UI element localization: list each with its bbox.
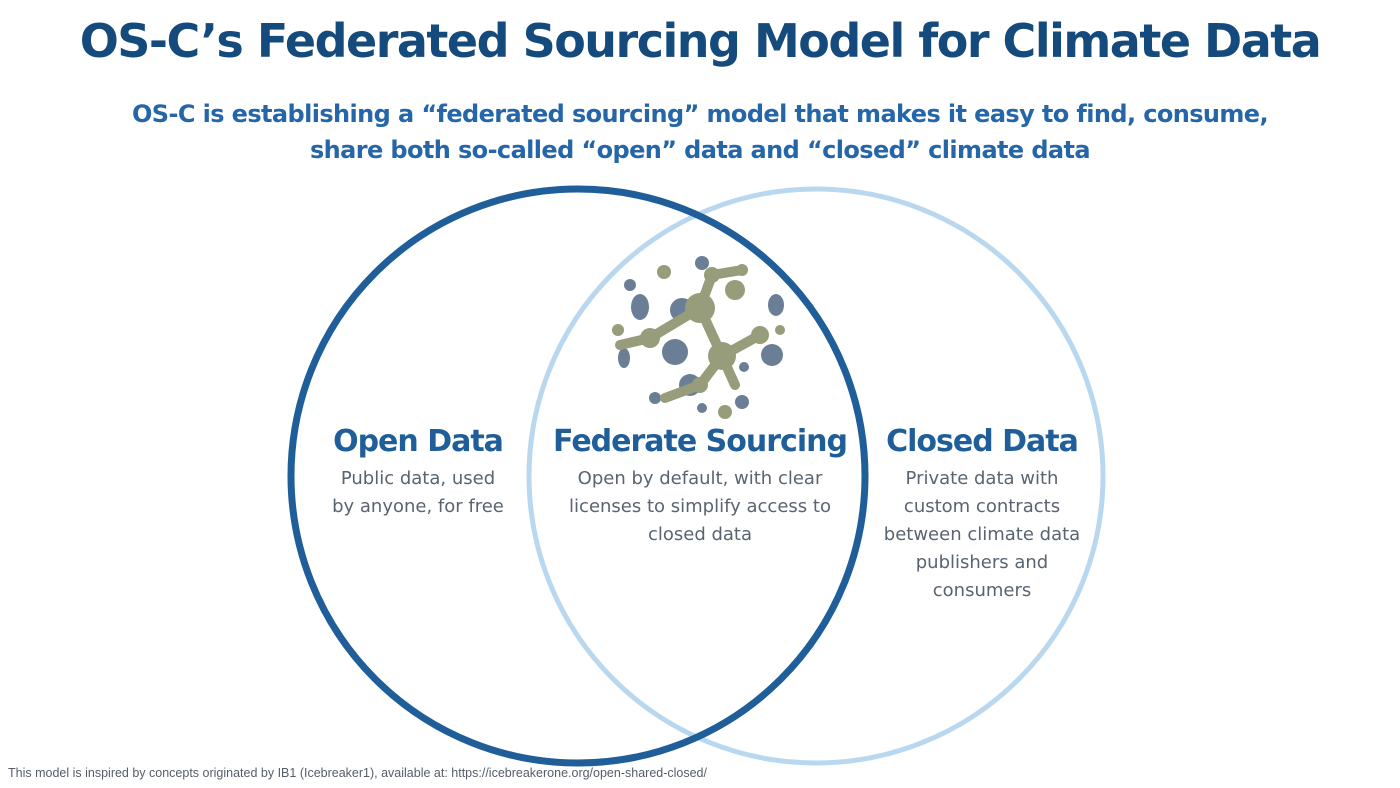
- closed-data-desc-line: consumers: [932, 580, 1032, 601]
- closed-data-label: Closed Data Private data with custom con…: [866, 424, 1098, 605]
- federated-sourcing-description: Open by default, with clear licenses to …: [548, 465, 852, 549]
- federated-desc-line: licenses to simplify access to: [569, 496, 831, 517]
- federated-desc-line: closed data: [647, 524, 753, 545]
- open-data-label: Open Data Public data, used by anyone, f…: [300, 424, 536, 521]
- open-data-circle: [287, 185, 869, 767]
- closed-data-desc-line: Private data with: [905, 468, 1059, 489]
- open-data-description: Public data, used by anyone, for free: [300, 465, 536, 521]
- subtitle-line: OS-C is establishing a “federated sourci…: [132, 100, 1269, 128]
- closed-data-title: Closed Data: [886, 424, 1079, 459]
- page-subtitle: OS-C is establishing a “federated sourci…: [0, 96, 1400, 168]
- federated-sourcing-label: Federate Sourcing Open by default, with …: [548, 424, 852, 549]
- open-data-desc-line: by anyone, for free: [332, 496, 504, 517]
- open-data-desc-line: Public data, used: [340, 468, 496, 489]
- subtitle-line: share both so-called “open” data and “cl…: [309, 136, 1091, 164]
- closed-data-desc-line: publishers and: [915, 552, 1049, 573]
- closed-data-description: Private data with custom contracts betwe…: [866, 465, 1098, 605]
- federated-network-sphere-icon: [612, 256, 785, 419]
- federated-sourcing-title: Federate Sourcing: [553, 424, 848, 459]
- closed-data-circle: [526, 186, 1106, 766]
- closed-data-desc-line: between climate data: [883, 524, 1081, 545]
- federated-desc-line: Open by default, with clear: [577, 468, 823, 489]
- attribution-footnote: This model is inspired by concepts origi…: [8, 766, 707, 780]
- page-title: OS-C’s Federated Sourcing Model for Clim…: [79, 14, 1322, 68]
- closed-data-desc-line: custom contracts: [903, 496, 1061, 517]
- open-data-title: Open Data: [333, 424, 504, 459]
